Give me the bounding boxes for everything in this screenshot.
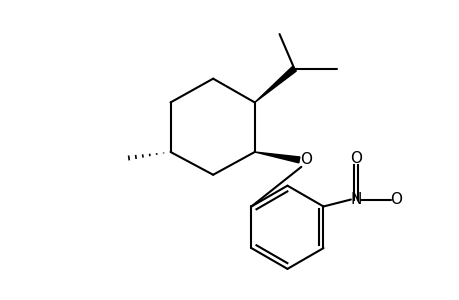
Polygon shape: [254, 67, 296, 102]
Polygon shape: [254, 152, 299, 163]
Text: O: O: [349, 152, 361, 166]
Text: O: O: [300, 152, 312, 167]
Text: O: O: [390, 192, 402, 207]
Text: N: N: [349, 192, 361, 207]
